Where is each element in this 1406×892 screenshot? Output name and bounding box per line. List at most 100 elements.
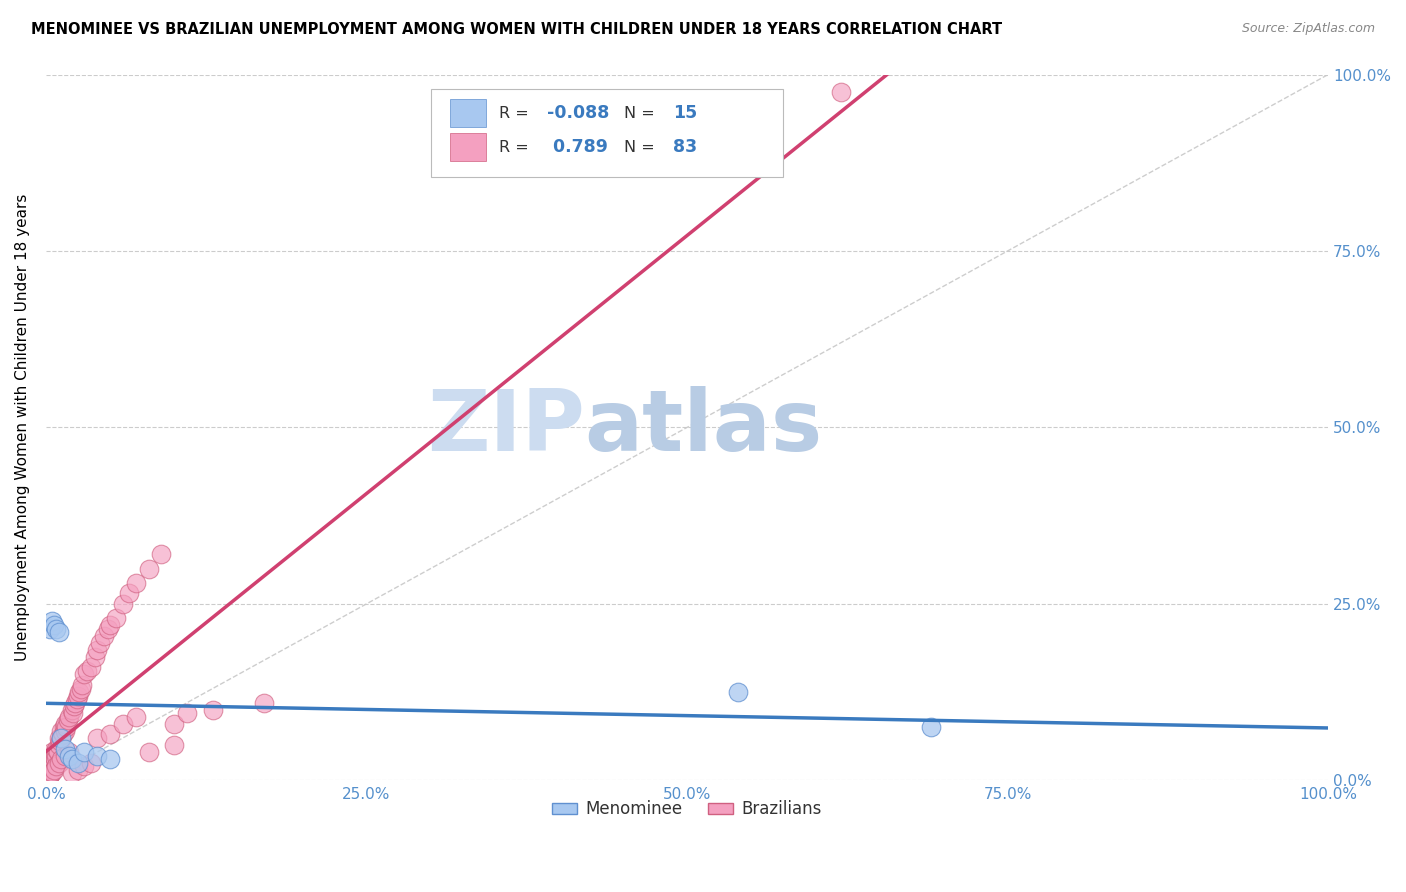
Point	[253, 696, 276, 710]
Point	[62, 706, 84, 721]
Point	[96, 622, 118, 636]
Point	[51, 723, 73, 738]
Point	[37, 766, 59, 780]
Point	[60, 752, 83, 766]
Point	[46, 745, 69, 759]
Text: Source: ZipAtlas.com: Source: ZipAtlas.com	[1241, 22, 1375, 36]
Point	[37, 770, 59, 784]
Point	[920, 720, 942, 734]
Point	[41, 764, 63, 779]
Point	[42, 763, 65, 777]
Point	[56, 714, 79, 728]
Point	[39, 752, 62, 766]
Point	[86, 642, 108, 657]
Point	[118, 586, 141, 600]
Point	[66, 692, 89, 706]
Legend: Menominee, Brazilians: Menominee, Brazilians	[546, 794, 828, 825]
Point	[38, 622, 60, 636]
Point	[48, 756, 70, 770]
Point	[38, 759, 60, 773]
Text: 83: 83	[673, 138, 697, 156]
Point	[53, 741, 76, 756]
Point	[83, 649, 105, 664]
Point	[69, 681, 91, 696]
Point	[125, 710, 148, 724]
Point	[66, 763, 89, 777]
Point	[52, 720, 75, 734]
Text: MENOMINEE VS BRAZILIAN UNEMPLOYMENT AMONG WOMEN WITH CHILDREN UNDER 18 YEARS COR: MENOMINEE VS BRAZILIAN UNEMPLOYMENT AMON…	[31, 22, 1002, 37]
Point	[105, 611, 128, 625]
Point	[53, 723, 76, 738]
Point	[63, 699, 86, 714]
Text: 15: 15	[673, 104, 697, 122]
Point	[66, 756, 89, 770]
Point	[38, 770, 60, 784]
Point	[60, 766, 83, 780]
Point	[41, 615, 63, 629]
Point	[60, 703, 83, 717]
Point	[70, 678, 93, 692]
Point	[44, 752, 66, 766]
Point	[45, 759, 67, 773]
Point	[38, 767, 60, 781]
Text: R =: R =	[499, 140, 533, 154]
Point	[93, 629, 115, 643]
Point	[45, 741, 67, 756]
Point	[38, 761, 60, 775]
Text: 0.789: 0.789	[547, 138, 609, 156]
Point	[830, 85, 852, 99]
Point	[38, 766, 60, 780]
Y-axis label: Unemployment Among Women with Children Under 18 years: Unemployment Among Women with Children U…	[15, 194, 30, 661]
Point	[44, 745, 66, 759]
Point	[53, 716, 76, 731]
Point	[138, 745, 160, 759]
FancyBboxPatch shape	[430, 88, 783, 177]
Point	[38, 767, 60, 781]
Point	[51, 752, 73, 766]
Point	[138, 561, 160, 575]
Point	[163, 716, 186, 731]
Text: atlas: atlas	[585, 386, 823, 469]
Point	[65, 696, 87, 710]
Point	[45, 748, 67, 763]
Point	[41, 745, 63, 759]
Point	[42, 748, 65, 763]
Point	[39, 757, 62, 772]
Point	[53, 748, 76, 763]
Point	[48, 731, 70, 745]
Point	[38, 756, 60, 770]
Point	[41, 759, 63, 773]
Point	[176, 706, 198, 721]
Point	[55, 720, 77, 734]
Point	[125, 575, 148, 590]
Text: R =: R =	[499, 106, 533, 120]
Point	[38, 763, 60, 777]
Point	[98, 752, 121, 766]
Point	[51, 731, 73, 745]
Point	[52, 727, 75, 741]
Point	[727, 685, 749, 699]
Bar	[450, 133, 485, 161]
Point	[98, 727, 121, 741]
Point	[86, 748, 108, 763]
Point	[86, 731, 108, 745]
Point	[111, 597, 134, 611]
Point	[41, 752, 63, 766]
Point	[42, 756, 65, 770]
Point	[80, 756, 103, 770]
Point	[98, 618, 121, 632]
Text: -0.088: -0.088	[547, 104, 610, 122]
Point	[73, 759, 96, 773]
Point	[76, 664, 98, 678]
Point	[66, 689, 89, 703]
Point	[73, 745, 96, 759]
Point	[58, 710, 80, 724]
Point	[80, 660, 103, 674]
Point	[67, 685, 90, 699]
Point	[201, 703, 224, 717]
Point	[73, 667, 96, 681]
Point	[58, 745, 80, 759]
Point	[42, 618, 65, 632]
Point	[45, 622, 67, 636]
Point	[111, 716, 134, 731]
